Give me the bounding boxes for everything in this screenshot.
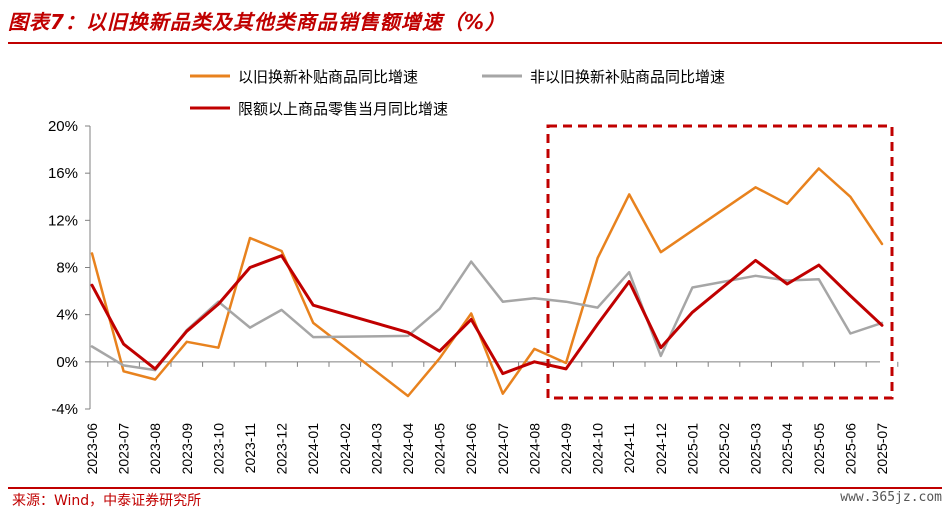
- x-tick-label: 2025-06: [842, 423, 858, 475]
- x-tick-label: 2023-09: [179, 423, 195, 475]
- x-tick-label: 2025-04: [779, 423, 795, 475]
- x-tick-label: 2023-12: [274, 423, 290, 475]
- x-tick-label: 2024-06: [463, 423, 479, 475]
- y-tick-label: 4%: [56, 307, 78, 324]
- source-note: 来源：Wind，中泰证券研究所: [12, 493, 202, 509]
- x-tick-label: 2025-01: [684, 423, 700, 475]
- y-tick-label: 8%: [56, 260, 78, 277]
- highlight-box: [546, 124, 894, 400]
- x-tick-label: 2024-11: [621, 423, 637, 474]
- title-divider: [8, 42, 942, 44]
- chart-title: 图表7：以旧换新品类及其他类商品销售额增速（%）: [8, 10, 506, 34]
- x-tick-label: 2024-03: [368, 423, 384, 475]
- y-tick-label: 0%: [56, 354, 78, 371]
- series-lines: [90, 167, 884, 398]
- y-tick-label: 16%: [48, 165, 78, 182]
- x-tick-label: 2024-08: [526, 423, 542, 475]
- series-line-1: [90, 167, 884, 398]
- legend-label: 非以旧换新补贴商品同比增速: [530, 68, 725, 86]
- axes: -4% 0% 4% 8% 12% 16% 20% 2023-06 2023-07 2023-08 2…: [48, 118, 899, 475]
- x-tick-label: 2024-02: [337, 423, 353, 475]
- x-tick-label: 2023-08: [147, 423, 163, 475]
- x-tick-label: 2023-07: [116, 423, 132, 475]
- x-tick-label: 2024-07: [495, 423, 511, 475]
- y-tick-label: 20%: [48, 118, 78, 135]
- series-line-2: [90, 260, 884, 372]
- source-divider: [8, 487, 942, 489]
- x-tick-label: 2025-05: [811, 423, 827, 475]
- x-tick-label: 2025-03: [748, 423, 764, 475]
- series-line-3: [90, 254, 884, 376]
- highlight-dashed-box: [546, 124, 894, 400]
- x-tick-label: 2024-09: [558, 423, 574, 475]
- x-tick-label: 2023-10: [210, 423, 226, 475]
- x-tick-label: 2025-02: [716, 423, 732, 475]
- x-tick-label: 2024-04: [400, 423, 416, 475]
- watermark: www.365jz.com: [840, 490, 942, 505]
- x-tick-label: 2023-11: [242, 423, 258, 474]
- y-tick-label: -4%: [51, 401, 78, 418]
- x-tick-label: 2024-05: [432, 423, 448, 475]
- legend-label: 以旧换新补贴商品同比增速: [238, 68, 418, 86]
- x-tick-label: 2023-06: [84, 423, 100, 475]
- x-tick-label: 2024-12: [653, 423, 669, 475]
- x-tick-label: 2024-10: [590, 423, 606, 475]
- legend-label: 限额以上商品零售当月同比增速: [238, 100, 448, 118]
- x-tick-label: 2025-07: [874, 423, 890, 475]
- x-tick-label: 2024-01: [305, 423, 321, 475]
- y-tick-label: 12%: [48, 212, 78, 229]
